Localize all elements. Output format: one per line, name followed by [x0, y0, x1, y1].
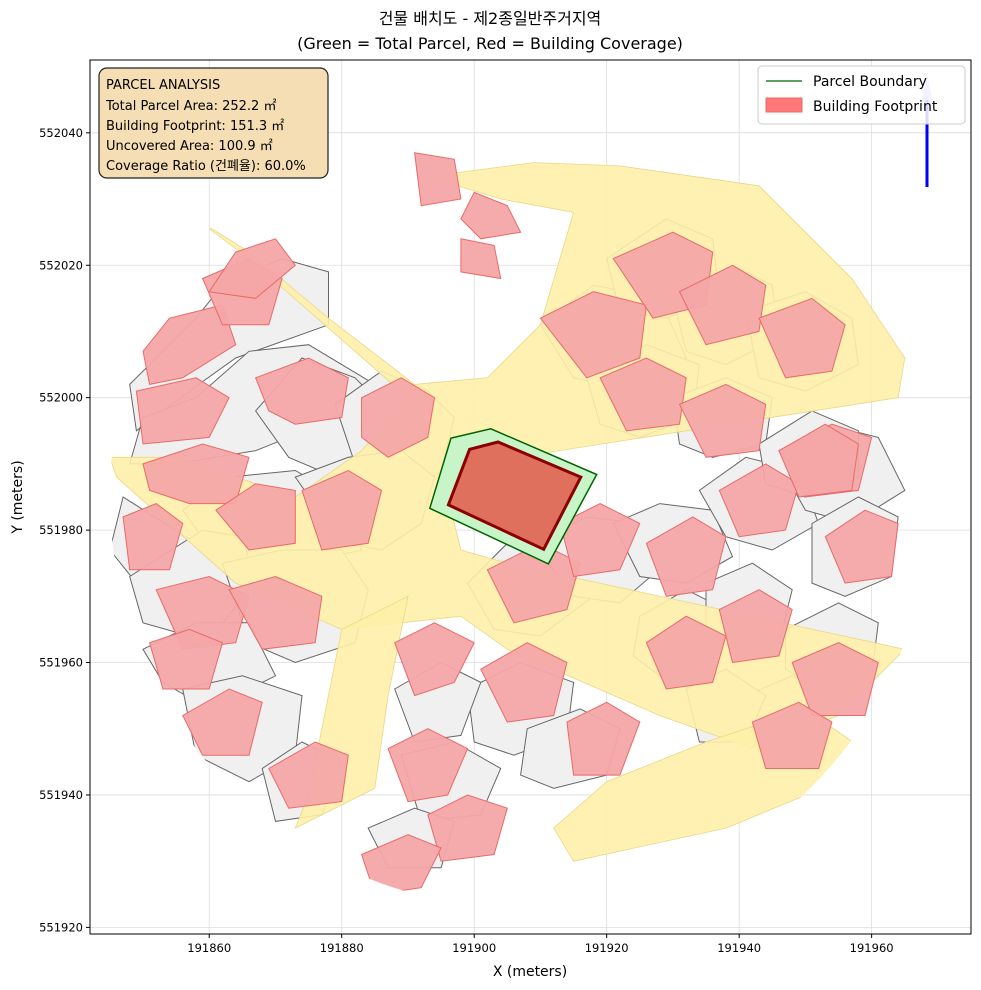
building-footprint	[268, 741, 349, 809]
basemap-layer	[109, 152, 906, 895]
legend-parcel-boundary-label: Parcel Boundary	[813, 74, 927, 90]
x-tick-label: 191860	[187, 941, 231, 955]
building-footprint	[427, 794, 508, 862]
x-axis-label: X (meters)	[493, 964, 567, 980]
building-footprint	[215, 483, 296, 551]
building-footprint	[414, 152, 462, 207]
figure-title-line1: 건물 배치도 - 제2종일반주거지역	[379, 9, 602, 28]
building-footprint	[791, 642, 879, 716]
x-tick-label: 191900	[452, 941, 496, 955]
y-tick-label: 552020	[39, 258, 83, 272]
info-box-background	[98, 67, 329, 179]
building-footprint	[718, 463, 800, 538]
target-parcel-layer	[428, 428, 598, 565]
info-building-footprint: Building Footprint: 151.3 ㎡	[106, 119, 284, 134]
building-footprint	[387, 728, 469, 803]
building-footprint	[718, 589, 793, 664]
building-footprint	[824, 509, 899, 584]
building-footprint	[228, 575, 323, 650]
legend-background	[757, 65, 966, 125]
x-tick-label: 191880	[320, 941, 364, 955]
axes-frame	[89, 59, 972, 935]
building-footprint	[301, 469, 383, 551]
x-axis-ticks: 191860 191880 191900 191920 191940 191960	[187, 934, 894, 955]
building-footprint	[142, 304, 237, 385]
info-total-area: Total Parcel Area: 252.2 ㎡	[105, 99, 276, 114]
info-coverage-ratio: Coverage Ratio (건폐율): 60.0%	[106, 159, 306, 174]
y-tick-label: 551960	[39, 656, 83, 670]
building-footprint	[122, 503, 184, 571]
building-footprint	[778, 423, 859, 498]
building-footprint	[758, 297, 846, 379]
building-footprint	[539, 291, 647, 379]
building-footprint	[480, 642, 568, 723]
x-tick-label: 191940	[717, 941, 761, 955]
figure-title-line2: (Green = Total Parcel, Red = Building Co…	[297, 34, 683, 53]
building-footprint	[599, 357, 687, 432]
y-tick-label: 552040	[39, 126, 83, 140]
building-footprint	[645, 615, 727, 690]
y-tick-label: 551940	[39, 788, 83, 802]
building-footprint	[678, 264, 767, 346]
x-tick-label: 191920	[585, 941, 629, 955]
building-footprint	[182, 688, 263, 756]
y-axis-label: Y (meters)	[10, 460, 26, 534]
building-footprint	[394, 622, 475, 697]
legend-building-footprint-swatch	[765, 97, 803, 113]
y-tick-label: 551980	[39, 523, 83, 537]
building-footprint	[208, 238, 296, 299]
buildings-layer	[122, 152, 899, 895]
y-tick-label: 551920	[39, 920, 83, 934]
x-tick-label: 191960	[850, 941, 894, 955]
building-footprint	[361, 377, 436, 458]
building-footprint	[148, 628, 224, 690]
info-uncovered-area: Uncovered Area: 100.9 ㎡	[106, 139, 273, 154]
building-footprint	[460, 191, 522, 240]
info-heading: PARCEL ANALYSIS	[106, 78, 220, 93]
legend-building-footprint-label: Building Footprint	[813, 99, 938, 115]
parcel-analysis-box: PARCEL ANALYSIS Total Parcel Area: 252.2…	[98, 67, 329, 179]
target-building-footprint[interactable]	[446, 440, 583, 552]
building-footprint	[135, 377, 230, 445]
building-footprint	[559, 503, 641, 578]
building-footprint	[460, 238, 502, 280]
building-footprint	[254, 357, 349, 425]
building-footprint	[678, 383, 767, 458]
building-footprint	[645, 516, 727, 597]
building-footprint	[566, 701, 641, 776]
legend: Parcel Boundary Building Footprint	[757, 65, 966, 125]
y-tick-label: 552000	[39, 391, 83, 405]
building-footprint	[751, 701, 833, 769]
y-axis-ticks: 551920 551940 551960 551980 552000 552020 5520…	[39, 126, 90, 934]
